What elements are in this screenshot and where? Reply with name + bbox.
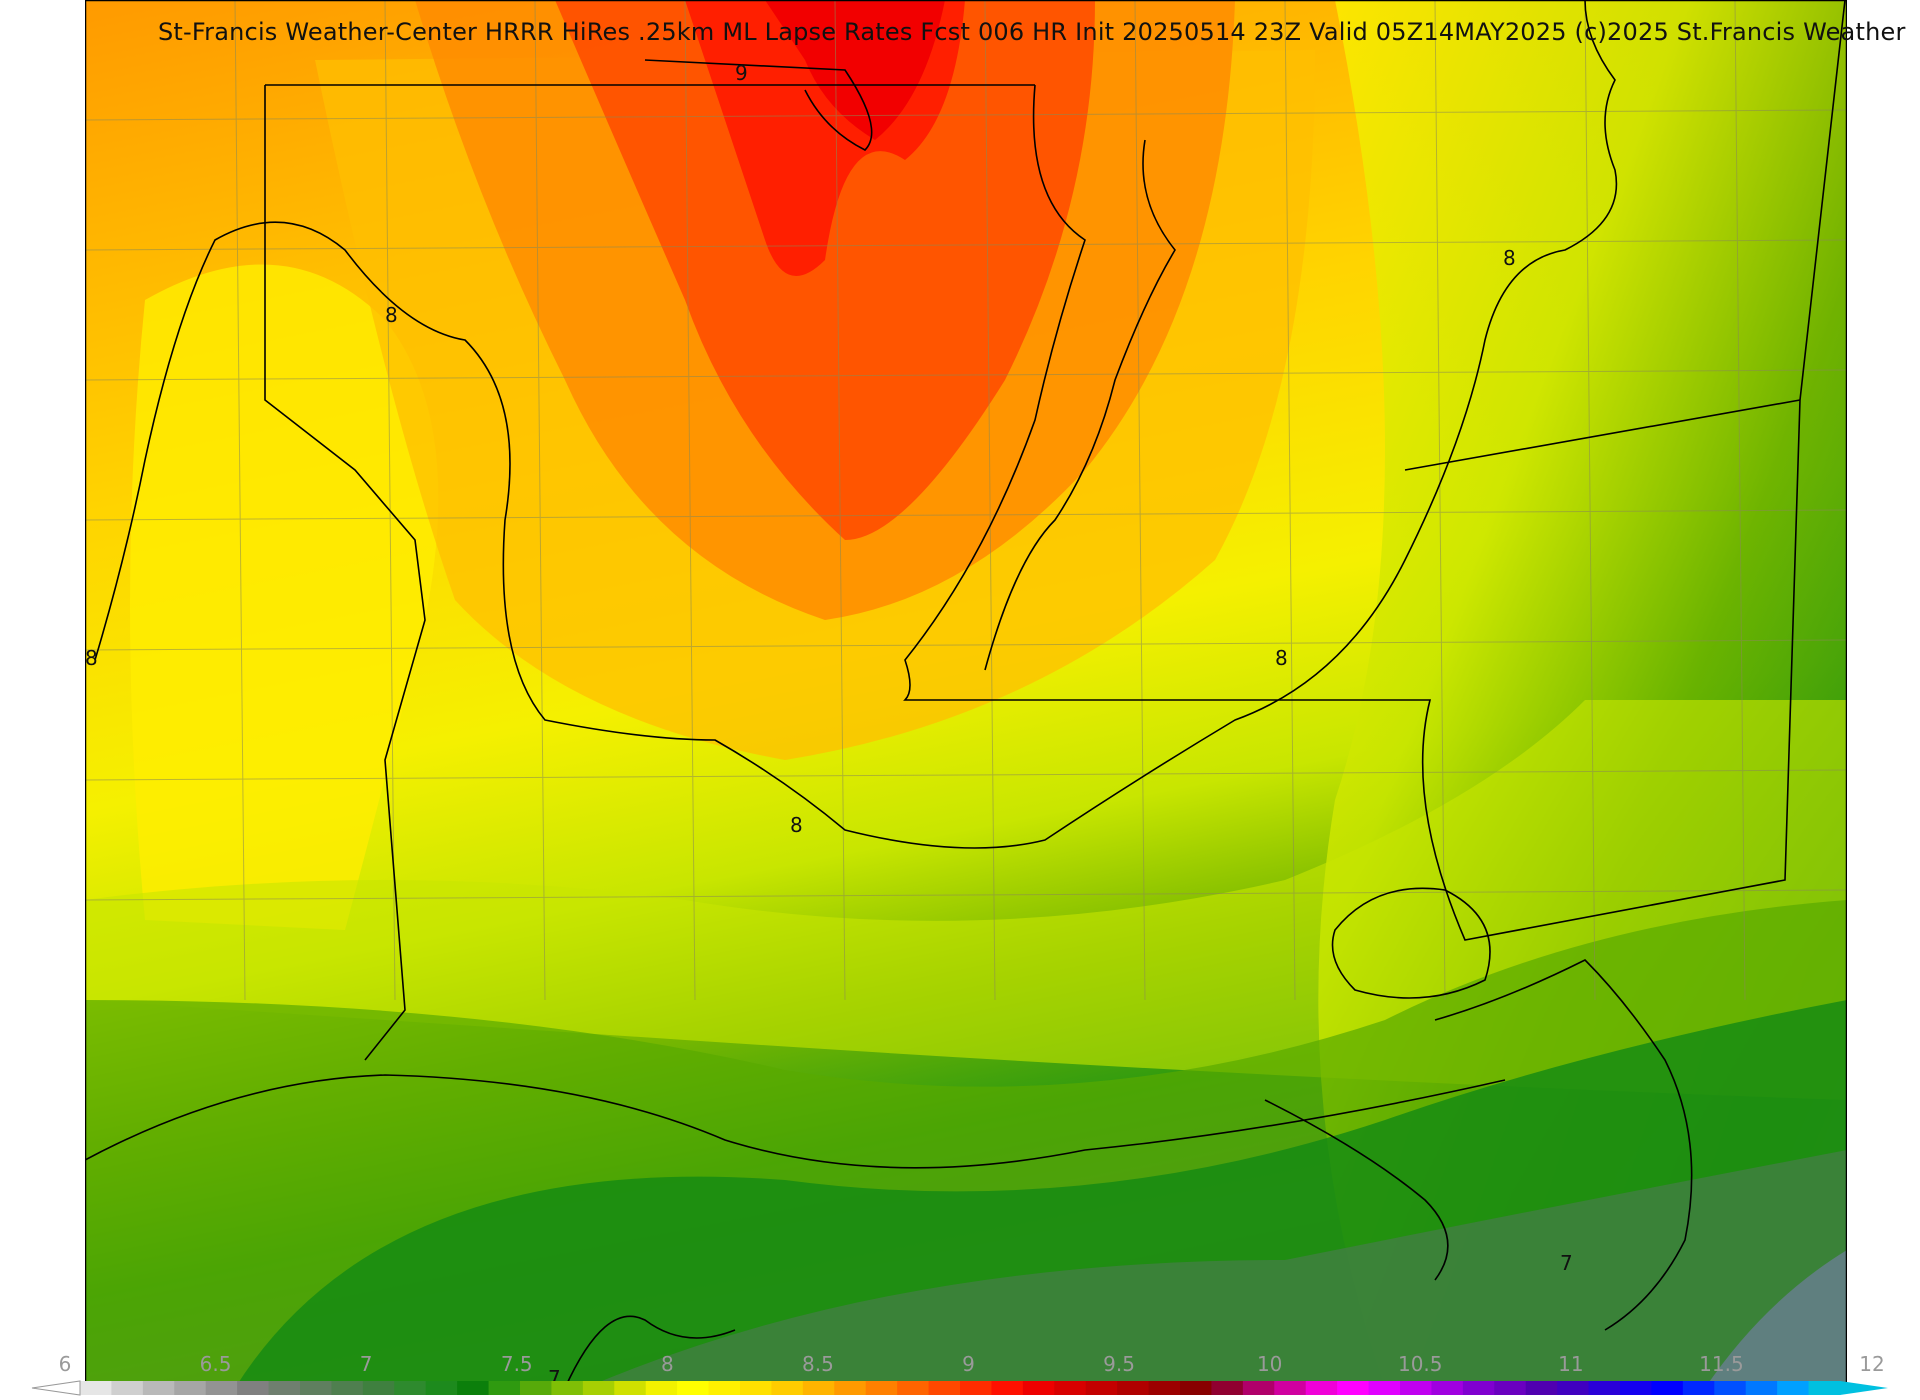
contour-lines bbox=[94, 0, 1693, 1389]
contour-label-8-ne: 8 bbox=[1503, 246, 1516, 270]
colorbar-cell bbox=[142, 1381, 175, 1395]
colorbar-tick-label: 8 bbox=[661, 1352, 674, 1376]
colorbar-cell bbox=[1808, 1381, 1841, 1395]
colorbar-cell bbox=[1400, 1381, 1432, 1395]
colorbar-tick-label: 6.5 bbox=[200, 1352, 232, 1376]
colorbar-cell bbox=[1305, 1381, 1338, 1395]
contour-label-8-nw: 8 bbox=[385, 303, 398, 327]
colorbar-cell bbox=[237, 1381, 270, 1395]
colorbar-cell bbox=[1620, 1381, 1652, 1395]
colorbar-tick-label: 7 bbox=[360, 1352, 373, 1376]
max-core bbox=[765, 0, 945, 140]
colorbar-cell bbox=[1337, 1381, 1370, 1395]
lake-outline bbox=[1331, 887, 1491, 999]
colorbar-cell bbox=[520, 1381, 552, 1395]
colorbar-cell bbox=[1180, 1381, 1212, 1395]
colorbar-tick-label: 10 bbox=[1257, 1352, 1282, 1376]
colorbar-cell bbox=[1525, 1381, 1558, 1395]
colorbar-cell bbox=[1714, 1381, 1747, 1395]
colorbar-cell bbox=[1211, 1381, 1244, 1395]
colorbar-cell bbox=[1148, 1381, 1181, 1395]
colorbar-left-arrow bbox=[31, 1380, 81, 1396]
lime-band bbox=[85, 700, 1847, 1100]
colorbar-tick-label: 11 bbox=[1558, 1352, 1583, 1376]
colorbar-cell bbox=[834, 1381, 867, 1395]
colorbar-cell bbox=[645, 1381, 678, 1395]
contour-label-8-c: 8 bbox=[1275, 646, 1288, 670]
colorbar-cell bbox=[991, 1381, 1024, 1395]
colorbar-cell bbox=[708, 1381, 741, 1395]
contour-8-arkansas bbox=[984, 139, 1176, 671]
lapse-rate-map: 9 8 8 8 8 8 7 7 bbox=[84, 0, 1848, 1390]
contour-label-group: 9 8 8 8 8 8 7 7 bbox=[85, 61, 1573, 1390]
colorbar-tick-label: 10.5 bbox=[1398, 1352, 1443, 1376]
state-boundaries bbox=[84, 0, 1846, 1281]
slate-corner bbox=[1705, 1250, 1847, 1388]
colorbar-cell bbox=[1431, 1381, 1464, 1395]
colorbar-cell bbox=[1462, 1381, 1495, 1395]
colorbar-cell bbox=[425, 1381, 458, 1395]
colorbar-cell bbox=[1494, 1381, 1527, 1395]
colorbar-cell bbox=[582, 1381, 615, 1395]
colorbar-cell bbox=[1022, 1381, 1055, 1395]
colorbar-cell bbox=[1777, 1381, 1810, 1395]
contour-label-8-w: 8 bbox=[85, 646, 98, 670]
colorbar-cells bbox=[80, 1381, 1841, 1395]
contour-label-9: 9 bbox=[735, 61, 748, 85]
colorbar-cell bbox=[205, 1381, 238, 1395]
contour-7-south bbox=[564, 1315, 736, 1389]
orange-red-band bbox=[555, 0, 1095, 540]
colorbar-cell bbox=[1274, 1381, 1307, 1395]
colorbar: 6 6.5 7 7.5 8 8.5 9 9.5 10 10.5 11 11.5 12 bbox=[31, 1352, 1888, 1396]
colorbar-tick-label: 11.5 bbox=[1699, 1352, 1744, 1376]
colorbar-cell bbox=[1054, 1381, 1087, 1395]
colorbar-cell bbox=[111, 1381, 144, 1395]
colorbar-cell bbox=[1117, 1381, 1150, 1395]
contour-9 bbox=[644, 59, 873, 151]
deep-green-band bbox=[585, 1150, 1847, 1388]
colorbar-right-arrow bbox=[1840, 1381, 1888, 1395]
colorbar-tick-label: 8.5 bbox=[802, 1352, 834, 1376]
colorbar-tick-label: 9 bbox=[962, 1352, 975, 1376]
county-lines bbox=[84, 0, 1848, 1001]
colorbar-cell bbox=[488, 1381, 521, 1395]
west-yellow-band bbox=[130, 264, 439, 930]
colorbar-tick-label: 6 bbox=[59, 1352, 72, 1376]
colorbar-cell bbox=[865, 1381, 898, 1395]
contour-7-coast bbox=[1434, 959, 1693, 1331]
colorbar-cell bbox=[1682, 1381, 1715, 1395]
colorbar-cell bbox=[1242, 1381, 1275, 1395]
colorbar-cell bbox=[771, 1381, 804, 1395]
colorbar-tick-label: 9.5 bbox=[1103, 1352, 1135, 1376]
colorbar-cell bbox=[268, 1381, 301, 1395]
colorbar-cell bbox=[677, 1381, 710, 1395]
colorbar-tick-label: 7.5 bbox=[501, 1352, 533, 1376]
colorbar-cell bbox=[740, 1381, 772, 1395]
colorbar-ticks: 6 6.5 7 7.5 8 8.5 9 9.5 10 10.5 11 11.5 12 bbox=[59, 1352, 1885, 1376]
colorbar-cell bbox=[80, 1381, 112, 1395]
colorbar-tick-label: 12 bbox=[1859, 1352, 1884, 1376]
colorbar-cell bbox=[1651, 1381, 1684, 1395]
colorbar-cell bbox=[802, 1381, 835, 1395]
colorbar-cell bbox=[300, 1381, 332, 1395]
colorbar-cell bbox=[928, 1381, 961, 1395]
contour-label-7-se: 7 bbox=[1560, 1251, 1573, 1275]
colorbar-cell bbox=[897, 1381, 930, 1395]
colorbar-cell bbox=[174, 1381, 207, 1395]
contour-label-8-s: 8 bbox=[790, 813, 803, 837]
colorbar-cell bbox=[394, 1381, 427, 1395]
colorbar-cell bbox=[362, 1381, 395, 1395]
colorbar-cell bbox=[614, 1381, 647, 1395]
map-title: St-Francis Weather-Center HRRR HiRes .25… bbox=[158, 18, 1906, 46]
colorbar-cell bbox=[331, 1381, 364, 1395]
colorbar-cell bbox=[1557, 1381, 1590, 1395]
colorbar-cell bbox=[457, 1381, 490, 1395]
contour-8-west bbox=[94, 0, 1618, 849]
colorbar-cell bbox=[960, 1381, 992, 1395]
colorbar-cell bbox=[551, 1381, 584, 1395]
colorbar-cell bbox=[1085, 1381, 1118, 1395]
colorbar-cell bbox=[1588, 1381, 1621, 1395]
colorbar-cell bbox=[1745, 1381, 1778, 1395]
colorbar-cell bbox=[1368, 1381, 1401, 1395]
